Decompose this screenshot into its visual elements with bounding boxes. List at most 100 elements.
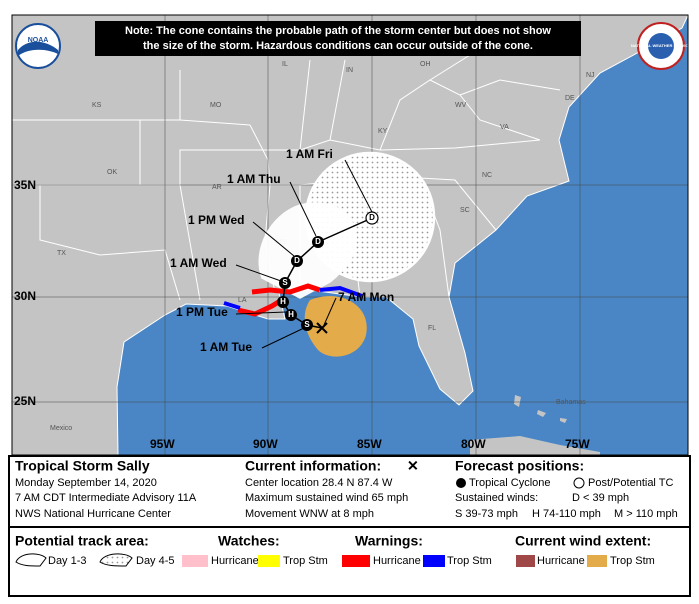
region-label: Bahamas bbox=[556, 399, 586, 406]
forecast-point-letter: D bbox=[369, 213, 375, 222]
trop-storm-extent-swatch bbox=[587, 555, 607, 567]
region-label: WV bbox=[455, 102, 467, 109]
nws-logo-text: NATIONAL WEATHER SERVICE bbox=[631, 43, 691, 48]
forecast-point bbox=[291, 255, 303, 267]
trop-storm-watch-label: Trop Stm bbox=[283, 555, 328, 567]
wind-extent-heading: Current wind extent: bbox=[515, 533, 651, 549]
cuba bbox=[470, 436, 600, 455]
region-label: IL bbox=[282, 61, 288, 68]
warnings-heading: Warnings: bbox=[355, 533, 423, 549]
region-label: IN bbox=[346, 67, 353, 74]
region-label: KS bbox=[92, 102, 102, 109]
movement: Movement WNW at 8 mph bbox=[245, 508, 374, 520]
latitude-label: 30N bbox=[14, 289, 36, 303]
sustained-winds-label: Sustained winds: bbox=[455, 492, 538, 504]
forecast-point-letter: D bbox=[294, 256, 300, 265]
time-leaders bbox=[235, 159, 373, 349]
latitude-label: 35N bbox=[14, 178, 36, 192]
note-line: the size of the storm. Hazardous conditi… bbox=[143, 40, 533, 52]
forecast-point-letter: H bbox=[288, 310, 294, 319]
region-label: NJ bbox=[586, 72, 595, 79]
post-tc-symbol bbox=[573, 477, 585, 489]
storm-date: Monday September 14, 2020 bbox=[15, 477, 157, 489]
bahamas-islands bbox=[514, 395, 567, 423]
forecast-point bbox=[312, 236, 324, 248]
forecast-time-label: 1 PM Wed bbox=[188, 213, 244, 227]
longitude-label: 80W bbox=[461, 437, 486, 451]
storm-source: NWS National Hurricane Center bbox=[15, 508, 171, 520]
region-label: FL bbox=[428, 325, 436, 332]
region-label: SC bbox=[460, 207, 470, 214]
latitude-labels: 35N 30N 25N bbox=[14, 178, 36, 408]
region-label: TX bbox=[57, 250, 66, 257]
hurricane-watch-label: Hurricane bbox=[211, 555, 259, 567]
forecast-point bbox=[277, 296, 289, 308]
forecast-point bbox=[285, 309, 297, 321]
forecast-point bbox=[365, 211, 379, 225]
forecast-points: S H H S D D D bbox=[277, 211, 379, 331]
forecast-times: 1 AM Fri 1 AM Thu 1 PM Wed 1 AM Wed 7 AM… bbox=[170, 147, 394, 354]
tropical-cyclone-label: Tropical Cyclone bbox=[469, 477, 551, 489]
forecast-positions-heading: Forecast positions: bbox=[455, 458, 584, 474]
forecast-point-letter: D bbox=[315, 237, 321, 246]
post-tc-label: Post/Potential TC bbox=[588, 477, 673, 489]
max-wind: Maximum sustained wind 65 mph bbox=[245, 492, 408, 504]
longitude-labels: 95W 90W 85W 80W 75W bbox=[150, 437, 590, 451]
forecast-point-letter: S bbox=[282, 278, 288, 287]
center-location: Center location 28.4 N 87.4 W bbox=[245, 477, 393, 489]
wind-class: H 74-110 mph bbox=[532, 508, 601, 520]
forecast-point bbox=[301, 319, 313, 331]
day-4-5-swatch bbox=[99, 553, 133, 567]
hurricane-extent-label: Hurricane bbox=[537, 555, 585, 567]
day-4-5-label: Day 4-5 bbox=[136, 555, 175, 567]
wind-class: S 39-73 mph bbox=[455, 508, 518, 520]
current-position bbox=[316, 322, 328, 334]
note-line: Note: The cone contains the probable pat… bbox=[125, 25, 551, 37]
current-info-heading: Current information: bbox=[245, 458, 381, 474]
noaa-logo-wave bbox=[18, 41, 58, 56]
day-1-3-swatch bbox=[15, 553, 47, 567]
longitude-label: 90W bbox=[253, 437, 278, 451]
forecast-time-label: 1 AM Fri bbox=[286, 147, 333, 161]
region-label: OH bbox=[420, 61, 431, 68]
longitude-label: 95W bbox=[150, 437, 175, 451]
note-box bbox=[95, 21, 581, 56]
trop-storm-warning-label: Trop Stm bbox=[447, 555, 492, 567]
region-label: LA bbox=[238, 297, 247, 304]
storm-advisory: 7 AM CDT Intermediate Advisory 11A bbox=[15, 492, 197, 504]
latitude-label: 25N bbox=[14, 394, 36, 408]
forecast-time-label: 1 AM Thu bbox=[227, 172, 281, 186]
region-label: OK bbox=[107, 169, 117, 176]
track-area-heading: Potential track area: bbox=[15, 533, 149, 549]
forecast-point bbox=[279, 277, 291, 289]
nws-logo-center bbox=[648, 33, 674, 59]
region-label: DE bbox=[565, 95, 575, 102]
forecast-time-label: 1 AM Tue bbox=[200, 340, 252, 354]
watches-heading: Watches: bbox=[218, 533, 280, 549]
hurricane-extent-swatch bbox=[516, 555, 535, 567]
wind-class: M > 110 mph bbox=[614, 508, 678, 520]
forecast-point-letter: H bbox=[280, 297, 286, 306]
wind-class: D < 39 mph bbox=[572, 492, 629, 504]
forecast-time-label: 1 AM Wed bbox=[170, 256, 227, 270]
tropical-cyclone-symbol bbox=[456, 478, 466, 488]
trop-storm-warning bbox=[223, 285, 363, 310]
trop-storm-watch-swatch bbox=[258, 555, 280, 567]
storm-name: Tropical Storm Sally bbox=[15, 458, 150, 474]
region-label: NC bbox=[482, 172, 492, 179]
trop-storm-warning-swatch bbox=[423, 555, 445, 567]
region-label: KY bbox=[378, 128, 388, 135]
trop-storm-wind-extent bbox=[304, 296, 367, 357]
forecast-point-letter: S bbox=[304, 320, 310, 329]
region-label: MO bbox=[210, 102, 222, 109]
trop-storm-extent-label: Trop Stm bbox=[610, 555, 655, 567]
current-info-symbol: ✕ bbox=[407, 458, 419, 474]
forecast-time-label: 7 AM Mon bbox=[338, 290, 394, 304]
map: KS MO IL IN OH KY WV VA TN NC SC GA AL M… bbox=[12, 15, 691, 455]
forecast-time-label: 1 PM Tue bbox=[176, 305, 228, 319]
region-label: AR bbox=[212, 184, 222, 191]
hurricane-warning-label: Hurricane bbox=[373, 555, 421, 567]
hurricane-warning-swatch bbox=[342, 555, 370, 567]
